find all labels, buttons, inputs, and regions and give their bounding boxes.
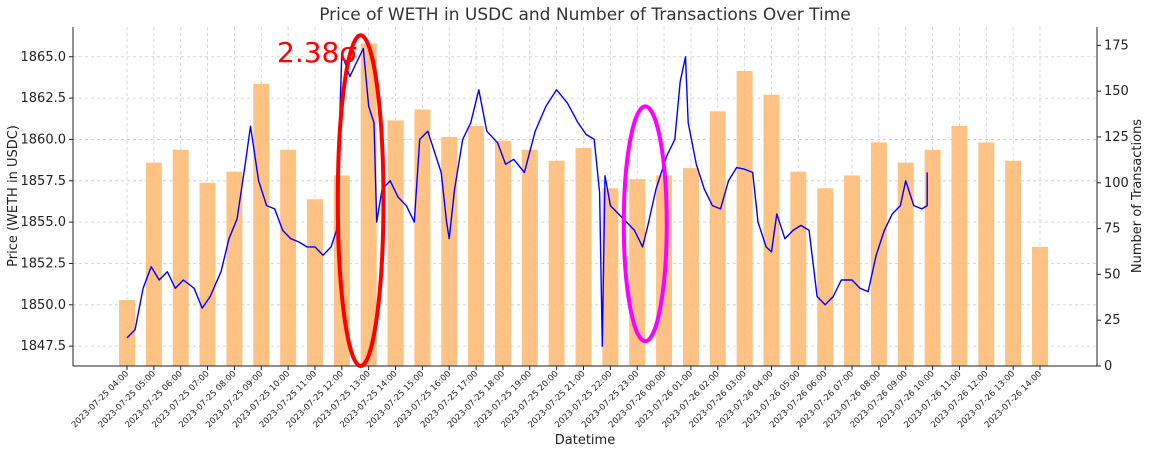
- bar-2023-07-25-07-00: [199, 182, 216, 366]
- right-tick-label: 75: [1104, 222, 1121, 237]
- bar-2023-07-26-03-00: [736, 70, 753, 366]
- bar-2023-07-26-09-00: [897, 162, 914, 366]
- bar-2023-07-25-05-00: [145, 162, 162, 366]
- y-axis-left-label: Price (WETH in USDC): [6, 125, 21, 267]
- right-axis-ticks: 0 25 50 75 100 125 150 175: [1097, 38, 1129, 374]
- left-tick-label: 1847.5: [21, 339, 67, 354]
- price-line-series: [126, 47, 928, 347]
- bar-2023-07-25-16-00: [441, 136, 458, 366]
- bar-2023-07-26-08-00: [870, 142, 887, 366]
- left-tick-label: 1850.0: [21, 298, 67, 313]
- left-tick-label: 1857.5: [21, 174, 67, 189]
- right-tick-label: 25: [1104, 313, 1121, 328]
- bar-2023-07-26-05-00: [790, 171, 807, 366]
- chart-title: Price of WETH in USDC and Number of Tran…: [319, 5, 851, 25]
- sigma-annotation: 2.38σ: [277, 36, 357, 69]
- axes: [72, 27, 1098, 367]
- bar-2023-07-25-22-00: [602, 188, 619, 366]
- bar-2023-07-25-20-00: [548, 160, 565, 366]
- annotations: 2.38σ: [277, 33, 669, 368]
- bar-2023-07-25-06-00: [172, 149, 189, 366]
- magenta-ellipse: [621, 104, 669, 344]
- left-axis-ticks: 1847.5 1850.0 1852.5 1855.0 1857.5 1860.0 1862…: [21, 50, 73, 354]
- bar-2023-07-26-11-00: [951, 125, 968, 366]
- left-tick-label: 1855.0: [21, 215, 67, 230]
- bar-2023-07-25-19-00: [521, 149, 538, 366]
- bar-2023-07-25-21-00: [575, 147, 592, 366]
- bar-2023-07-25-09-00: [253, 83, 270, 366]
- price-line: [126, 47, 928, 347]
- bar-2023-07-25-17-00: [468, 125, 485, 366]
- bar-2023-07-25-11-00: [306, 199, 323, 366]
- right-tick-label: 175: [1104, 38, 1129, 53]
- bar-series: [119, 43, 1048, 367]
- right-tick-label: 100: [1104, 176, 1129, 191]
- bar-2023-07-26-10-00: [924, 149, 941, 366]
- left-tick-label: 1852.5: [21, 256, 67, 271]
- bar-2023-07-26-01-00: [682, 168, 699, 366]
- bar-2023-07-25-10-00: [280, 149, 297, 366]
- bar-2023-07-26-02-00: [709, 111, 726, 366]
- bar-2023-07-25-04-00: [119, 300, 135, 366]
- bar-2023-07-25-15-00: [414, 109, 431, 366]
- bar-2023-07-26-07-00: [844, 175, 861, 366]
- left-tick-label: 1860.0: [21, 132, 67, 147]
- bar-2023-07-25-13-00: [360, 43, 377, 367]
- left-tick-label: 1865.0: [21, 50, 67, 65]
- bar-2023-07-26-14-00: [1032, 246, 1048, 366]
- right-tick-label: 0: [1104, 359, 1112, 374]
- y-axis-right-label: Number of Transactions: [1130, 119, 1145, 273]
- bar-2023-07-25-08-00: [226, 171, 243, 366]
- right-tick-label: 150: [1104, 84, 1129, 99]
- bar-2023-07-25-18-00: [494, 140, 511, 366]
- bar-2023-07-26-12-00: [978, 142, 995, 366]
- bar-2023-07-26-13-00: [1005, 160, 1022, 366]
- bar-2023-07-26-04-00: [763, 94, 780, 367]
- red-ellipse: [335, 33, 386, 368]
- x-axis-label: Datetime: [555, 433, 615, 448]
- right-tick-label: 125: [1104, 130, 1129, 145]
- bar-2023-07-26-06-00: [817, 188, 834, 366]
- bar-2023-07-25-14-00: [387, 120, 404, 366]
- left-tick-label: 1862.5: [21, 91, 67, 106]
- right-tick-label: 50: [1104, 267, 1121, 282]
